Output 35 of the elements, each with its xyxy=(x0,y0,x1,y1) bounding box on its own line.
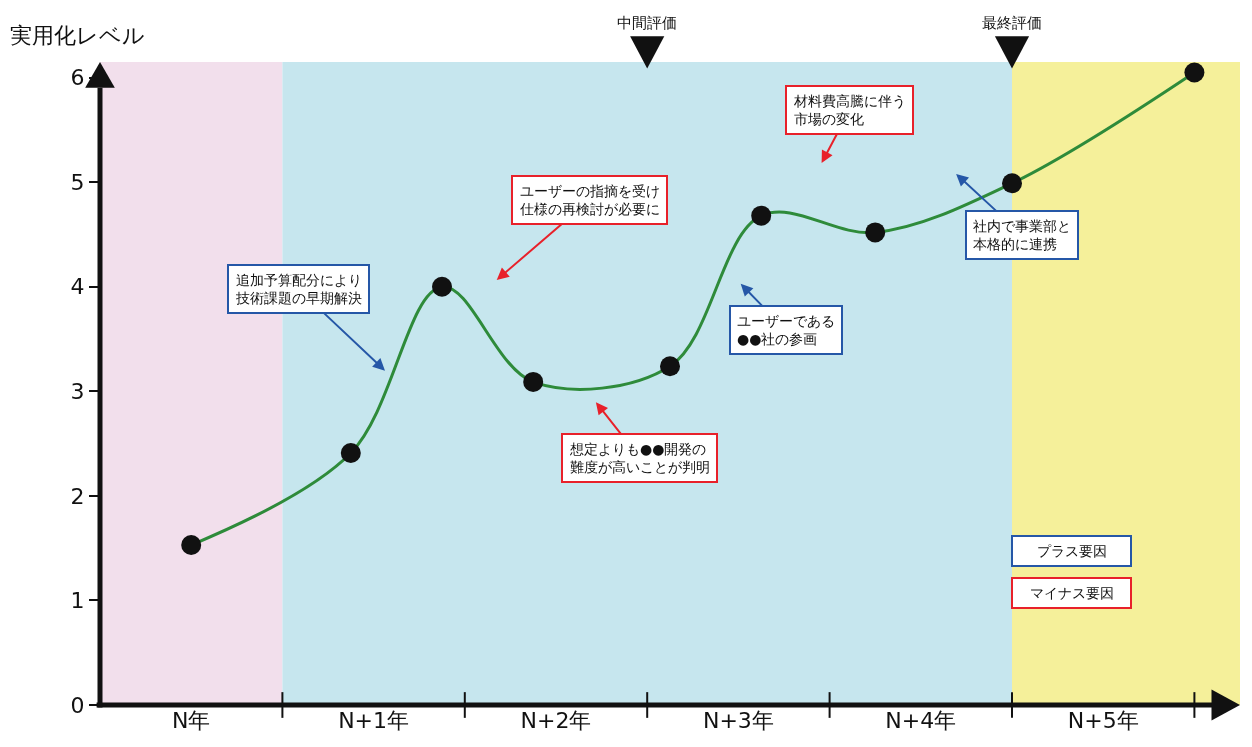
legend-key-box: プラス要因 xyxy=(1011,535,1132,567)
y-tick-label: 0 xyxy=(70,692,85,718)
annotation: 追加予算配分により技術課題の早期解決 xyxy=(235,272,362,307)
annotation: 想定よりも●●開発の難度が高いことが判明 xyxy=(569,441,710,476)
x-tick-label: N+4年 xyxy=(885,708,957,733)
point xyxy=(181,535,202,556)
y-axis-title: 実用化レベル xyxy=(10,23,145,48)
point xyxy=(751,205,772,226)
annotation: 社内で事業部と本格的に連携 xyxy=(973,218,1071,253)
point xyxy=(660,356,680,377)
y-tick-label: 4 xyxy=(70,274,85,300)
x-tick-label: N+3年 xyxy=(702,708,774,733)
x-tick-label: N+2年 xyxy=(520,708,592,733)
y-tick-label: 1 xyxy=(70,588,85,614)
point xyxy=(1184,62,1205,83)
point xyxy=(432,276,452,297)
y-tick-label: 5 xyxy=(70,169,85,195)
point xyxy=(1002,173,1022,194)
y-tick-label: 6 xyxy=(70,65,85,91)
point xyxy=(340,443,361,464)
annotation: ユーザーの指摘を受け仕様の再検討が必要に xyxy=(519,183,660,218)
text: 中間評価 xyxy=(617,14,677,32)
text: 最終評価 xyxy=(982,14,1042,32)
annotation: プラス要因 xyxy=(1036,543,1107,559)
x-tick-label: N年 xyxy=(171,708,211,733)
point xyxy=(523,371,544,392)
y-tick-label: 3 xyxy=(70,379,85,405)
x-tick-label: N+1年 xyxy=(338,708,410,733)
annotation: マイナス要因 xyxy=(1029,585,1114,601)
annotation: 材料費高騰に伴う市場の変化 xyxy=(793,93,906,128)
y-tick-label: 2 xyxy=(70,483,85,509)
annotation: ユーザーである●●社の参画 xyxy=(737,313,835,348)
legend-key-box: マイナス要因 xyxy=(1011,577,1132,609)
x-tick-label: N+5年 xyxy=(1067,708,1139,733)
point xyxy=(865,222,886,243)
